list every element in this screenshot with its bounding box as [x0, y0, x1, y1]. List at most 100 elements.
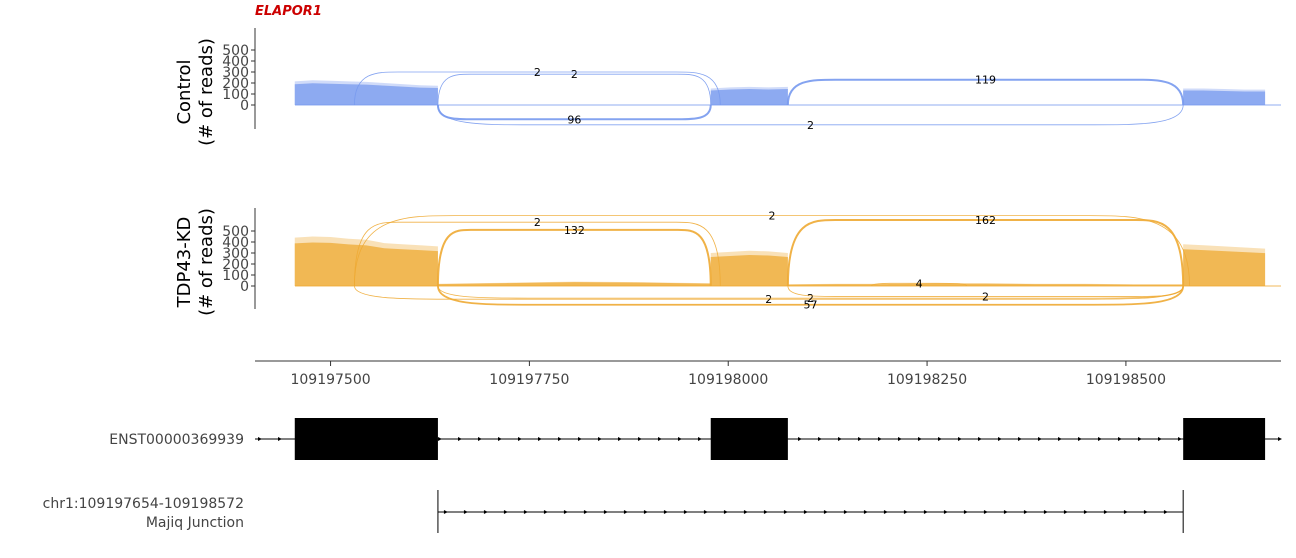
- strand-arrow: [1043, 510, 1048, 514]
- strand-arrow: [658, 437, 662, 441]
- strand-arrow: [643, 510, 648, 514]
- strand-arrow: [978, 437, 982, 441]
- track-label: TDP43-KD(# of reads): [174, 208, 217, 316]
- gene-title: ELAPOR1: [255, 4, 322, 19]
- y-tick-label: 100: [222, 87, 249, 103]
- strand-arrow: [783, 510, 788, 514]
- y-tick-label: 200: [222, 76, 249, 92]
- transcript-track: ENST00000369939: [109, 418, 1282, 460]
- strand-arrow: [698, 437, 702, 441]
- strand-arrow: [943, 510, 948, 514]
- coverage-area: [294, 83, 438, 105]
- junction-count-label: 2: [807, 119, 814, 132]
- coverage-area: [710, 89, 788, 105]
- strand-arrow: [983, 510, 988, 514]
- junction-arc: [354, 221, 721, 287]
- strand-arrow: [898, 437, 902, 441]
- junction-arc: [870, 282, 968, 287]
- x-axis: 109197500 109197750 109198000 109198250 1091…: [255, 360, 1281, 388]
- strand-arrow: [558, 437, 562, 441]
- coverage-area: [1183, 249, 1266, 286]
- strand-arrow: [463, 510, 468, 514]
- junction-arc: [437, 285, 1185, 306]
- strand-arrow: [538, 437, 542, 441]
- strand-arrow: [998, 437, 1002, 441]
- exon-block: [1183, 418, 1266, 460]
- strand-arrow: [963, 510, 968, 514]
- strand-arrow: [703, 510, 708, 514]
- y-tick-label: 500: [222, 224, 249, 240]
- junction-arc: [437, 73, 712, 106]
- strand-arrow: [478, 437, 482, 441]
- junction-arc: [787, 285, 1184, 297]
- junction-count-label: 2: [571, 68, 578, 81]
- junction-count-label: 2: [534, 216, 541, 229]
- x-tick-label: 109197750: [489, 372, 569, 388]
- junction-count-label: 162: [975, 214, 996, 227]
- strand-arrow: [583, 510, 588, 514]
- junction-count-label: 57: [804, 299, 818, 312]
- junction-arc: [437, 285, 1184, 299]
- strand-arrow: [623, 510, 628, 514]
- strand-arrow: [523, 510, 528, 514]
- junction-count-label: 2: [768, 210, 775, 223]
- strand-arrow: [678, 437, 682, 441]
- strand-arrow: [578, 437, 582, 441]
- strand-arrow: [278, 437, 282, 441]
- y-tick-label: 100: [222, 268, 249, 284]
- strand-arrow: [903, 510, 908, 514]
- strand-arrow: [1143, 510, 1148, 514]
- strand-arrow: [483, 510, 488, 514]
- strand-arrow: [1123, 510, 1128, 514]
- junction-arc: [437, 104, 1184, 126]
- strand-arrow: [1078, 437, 1082, 441]
- strand-arrow: [1063, 510, 1068, 514]
- y-tick-label: 400: [222, 235, 249, 251]
- strand-arrow: [1003, 510, 1008, 514]
- strand-arrow: [1023, 510, 1028, 514]
- strand-arrow: [723, 510, 728, 514]
- strand-arrow: [763, 510, 768, 514]
- strand-arrow: [858, 437, 862, 441]
- strand-arrow: [1083, 510, 1088, 514]
- strand-arrow: [438, 437, 442, 441]
- x-tick-label: 109198250: [887, 372, 967, 388]
- junction-arc: [786, 219, 1185, 287]
- junction-count-label: 96: [567, 113, 581, 126]
- strand-arrow: [683, 510, 688, 514]
- x-tick-label: 109197500: [290, 372, 370, 388]
- strand-arrow: [498, 437, 502, 441]
- y-tick-label: 400: [222, 54, 249, 70]
- exon-block: [294, 418, 438, 460]
- transcript-label: ENST00000369939: [109, 432, 244, 448]
- strand-arrow: [503, 510, 508, 514]
- strand-arrow: [743, 510, 748, 514]
- coverage-area: [710, 255, 788, 286]
- junction-count-label: 2: [765, 293, 772, 306]
- strand-arrow: [638, 437, 642, 441]
- strand-arrow: [818, 437, 822, 441]
- strand-arrow: [918, 437, 922, 441]
- strand-arrow: [923, 510, 928, 514]
- strand-arrow: [1058, 437, 1062, 441]
- strand-arrow: [1018, 437, 1022, 441]
- x-tick-label: 109198000: [688, 372, 768, 388]
- strand-arrow: [458, 437, 462, 441]
- junction-type-label: Majiq Junction: [146, 515, 244, 531]
- junction-count-label: 4: [916, 277, 923, 290]
- x-tick-label: 109198500: [1086, 372, 1166, 388]
- junction-count-label: 119: [975, 74, 996, 87]
- strand-arrow: [843, 510, 848, 514]
- strand-arrow: [798, 437, 802, 441]
- strand-arrow: [598, 437, 602, 441]
- junction-arc: [354, 71, 721, 106]
- strand-arrow: [878, 437, 882, 441]
- junction-coord-label: chr1:109197654-109198572: [43, 496, 244, 512]
- junction-count-label: 2: [807, 292, 814, 305]
- coverage-area: [1183, 90, 1266, 105]
- y-tick-label: 200: [222, 257, 249, 273]
- strand-arrow: [838, 437, 842, 441]
